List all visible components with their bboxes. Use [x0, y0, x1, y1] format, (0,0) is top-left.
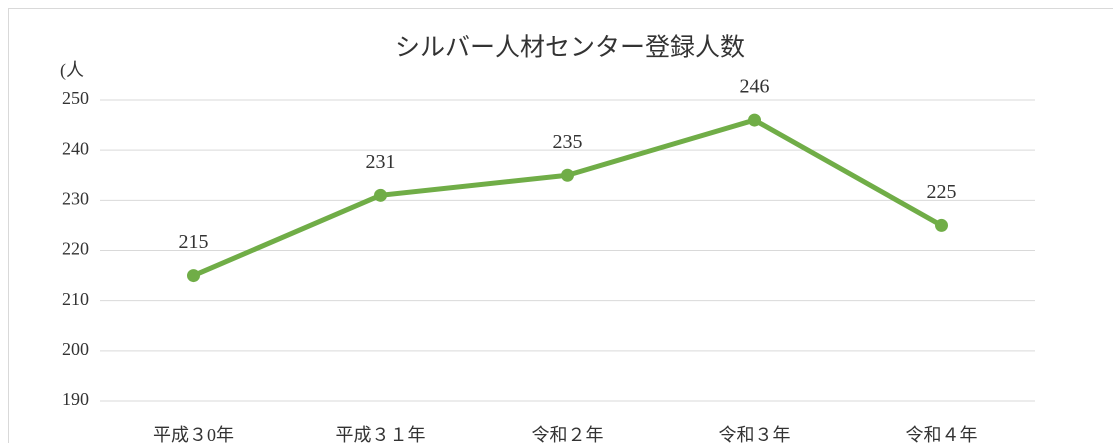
x-tick-label: 平成３１年	[336, 425, 426, 443]
marker	[187, 269, 200, 283]
x-tick-label: 平成３0年	[153, 425, 234, 443]
data-label: 246	[740, 76, 770, 98]
chart-border	[8, 8, 1113, 443]
data-label: 225	[927, 181, 957, 203]
y-axis-label: (人	[60, 60, 84, 81]
y-tick-label: 230	[62, 188, 89, 208]
data-label: 215	[179, 231, 209, 253]
x-tick-label: 令和２年	[532, 425, 604, 443]
y-tick-label: 240	[62, 138, 89, 158]
marker	[748, 113, 761, 127]
marker	[561, 168, 574, 182]
y-tick-label: 210	[62, 289, 89, 309]
y-tick-label: 250	[62, 88, 89, 108]
marker	[374, 188, 387, 202]
data-label: 231	[366, 151, 396, 173]
y-tick-label: 190	[62, 389, 89, 409]
y-tick-label: 200	[62, 339, 89, 359]
chart-title: シルバー人材センター登録人数	[395, 34, 745, 62]
x-tick-label: 令和４年	[906, 425, 978, 443]
y-tick-label: 220	[62, 239, 89, 259]
marker	[935, 218, 948, 232]
data-label: 235	[553, 131, 583, 153]
x-tick-label: 令和３年	[719, 425, 791, 443]
